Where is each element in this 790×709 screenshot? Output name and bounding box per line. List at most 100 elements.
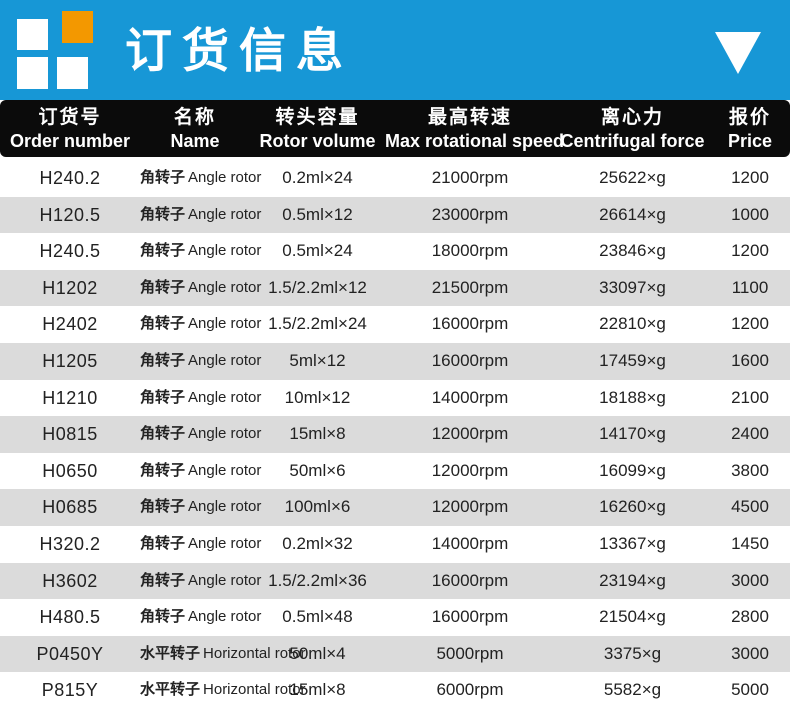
cell-name-en: Angle rotor <box>188 351 262 369</box>
cell-rotor-volume: 100ml×6 <box>284 497 351 517</box>
column-header-zh: 名称 <box>173 106 216 128</box>
cell-name: 角转子 Angle rotor <box>140 453 261 490</box>
cell-name-en: Horizontal rotor <box>203 681 306 699</box>
column-header-max-speed: 最高转速 Max rotational speed <box>385 105 565 153</box>
cell-max-speed: 12000rpm <box>431 497 509 517</box>
cell-name-zh: 角转子 <box>140 608 186 626</box>
table-row: H1210 角转子 Angle rotor 10ml×12 14000rpm 18… <box>0 379 790 417</box>
cell-price: 3000 <box>731 643 769 663</box>
cell-order-number: P815Y <box>41 680 99 701</box>
column-header-zh: 报价 <box>728 106 771 128</box>
cell-name-en: Angle rotor <box>188 278 262 296</box>
cell-price: 2100 <box>731 387 769 407</box>
cell-order-number: H1210 <box>42 387 98 408</box>
column-header-name: 名称 Name <box>140 105 250 153</box>
cell-centrifugal-force: 18188×g <box>599 387 666 407</box>
cell-price: 5000 <box>731 680 769 700</box>
cell-rotor-volume: 50ml×4 <box>289 643 346 663</box>
cell-rotor-volume: 0.2ml×24 <box>282 168 353 187</box>
cell-name: 水平转子 Horizontal rotor <box>140 636 306 673</box>
table-row: H0815 角转子 Angle rotor 15ml×8 12000rpm 141… <box>0 416 790 453</box>
cell-rotor-volume: 15ml×8 <box>289 680 346 700</box>
cell-rotor-volume: 1.5/2.2ml×12 <box>268 277 367 297</box>
cell-rotor-volume: 15ml×8 <box>289 424 346 444</box>
column-header-zh: 离心力 <box>600 106 664 128</box>
cell-max-speed: 12000rpm <box>431 424 509 444</box>
table-row: H2402 角转子 Angle rotor 1.5/2.2ml×24 16000r… <box>0 306 790 343</box>
column-header-centrifugal-force: 离心力 Centrifugal force <box>555 105 710 153</box>
cell-order-number: P0450Y <box>36 643 104 664</box>
column-header-en: Price <box>727 130 773 151</box>
cell-order-number: H240.5 <box>39 241 101 262</box>
cell-price: 1100 <box>731 277 769 297</box>
cell-max-speed: 16000rpm <box>431 314 509 334</box>
cell-order-number: H3602 <box>42 570 98 591</box>
cell-order-number: H0685 <box>42 497 98 518</box>
cell-price: 4500 <box>731 497 769 517</box>
cell-max-speed: 21000rpm <box>431 168 509 187</box>
table-header: 订货号 Order number 名称 Name 转头容量 Rotor volu… <box>0 100 790 157</box>
cell-centrifugal-force: 23846×g <box>599 241 666 261</box>
cell-name-zh: 角转子 <box>140 205 186 223</box>
column-header-en: Name <box>170 130 220 151</box>
cell-order-number: H0815 <box>42 424 98 445</box>
cell-name-zh: 角转子 <box>140 242 186 260</box>
cell-max-speed: 16000rpm <box>431 350 509 370</box>
cell-name: 水平转子 Horizontal rotor <box>140 672 306 709</box>
table-row: H0685 角转子 Angle rotor 100ml×6 12000rpm 16… <box>0 489 790 526</box>
page-title: 订货信息 <box>125 24 353 77</box>
cell-centrifugal-force: 33097×g <box>599 277 666 297</box>
cell-name-zh: 角转子 <box>140 315 186 333</box>
cell-order-number: H0650 <box>42 460 98 481</box>
table-row: H3602 角转子 Angle rotor 1.5/2.2ml×36 16000r… <box>0 562 790 600</box>
column-header-en: Centrifugal force <box>560 130 705 151</box>
cell-max-speed: 16000rpm <box>431 570 509 590</box>
cell-name-en: Horizontal rotor <box>203 644 306 662</box>
cell-name-en: Angle rotor <box>188 169 262 186</box>
triangle-down-icon[interactable] <box>715 32 761 74</box>
cell-price: 2800 <box>731 607 769 627</box>
cell-name-en: Angle rotor <box>188 425 262 443</box>
cell-name: 角转子 Angle rotor <box>140 160 261 197</box>
cell-order-number: H120.5 <box>39 204 101 225</box>
cell-name: 角转子 Angle rotor <box>140 343 261 380</box>
cell-price: 3000 <box>731 570 769 590</box>
cell-rotor-volume: 0.2ml×32 <box>282 533 353 553</box>
cell-name-zh: 角转子 <box>140 498 186 516</box>
table-row: H240.2 角转子 Angle rotor 0.2ml×24 21000rpm … <box>0 160 790 197</box>
logo-square-white-top <box>17 19 48 50</box>
cell-order-number: H480.5 <box>39 607 101 628</box>
cell-name-en: Angle rotor <box>188 315 262 333</box>
cell-centrifugal-force: 26614×g <box>599 204 666 224</box>
cell-name-zh: 角转子 <box>140 534 186 552</box>
cell-centrifugal-force: 17459×g <box>599 350 666 370</box>
logo-square-white-bottom-right <box>57 57 88 89</box>
cell-price: 2400 <box>731 424 769 444</box>
cell-name-en: Angle rotor <box>188 388 262 406</box>
cell-name-zh: 角转子 <box>140 351 186 369</box>
cell-price: 1600 <box>731 350 769 370</box>
cell-name: 角转子 Angle rotor <box>140 270 261 307</box>
cell-name-zh: 角转子 <box>140 278 186 296</box>
cell-name: 角转子 Angle rotor <box>140 489 261 526</box>
cell-name: 角转子 Angle rotor <box>140 380 261 417</box>
cell-name-en: Angle rotor <box>188 242 262 260</box>
cell-name: 角转子 Angle rotor <box>140 599 261 636</box>
cell-centrifugal-force: 13367×g <box>599 533 666 553</box>
cell-order-number: H1202 <box>42 277 98 298</box>
table-row: H0650 角转子 Angle rotor 50ml×6 12000rpm 160… <box>0 452 790 490</box>
column-header-zh: 最高转速 <box>427 106 512 128</box>
cell-max-speed: 21500rpm <box>431 277 509 297</box>
cell-price: 1200 <box>731 168 769 187</box>
column-header-en: Max rotational speed <box>385 130 565 151</box>
cell-name-en: Angle rotor <box>188 571 262 589</box>
cell-rotor-volume: 10ml×12 <box>284 387 351 407</box>
column-header-en: Rotor volume <box>259 130 376 151</box>
cell-name: 角转子 Angle rotor <box>140 563 261 600</box>
cell-name-en: Angle rotor <box>188 205 262 223</box>
cell-name-en: Angle rotor <box>188 534 262 552</box>
banner: 订货信息 <box>0 0 790 100</box>
column-header-zh: 订货号 <box>38 106 102 128</box>
cell-max-speed: 5000rpm <box>436 643 504 663</box>
cell-name-zh: 角转子 <box>140 425 186 443</box>
